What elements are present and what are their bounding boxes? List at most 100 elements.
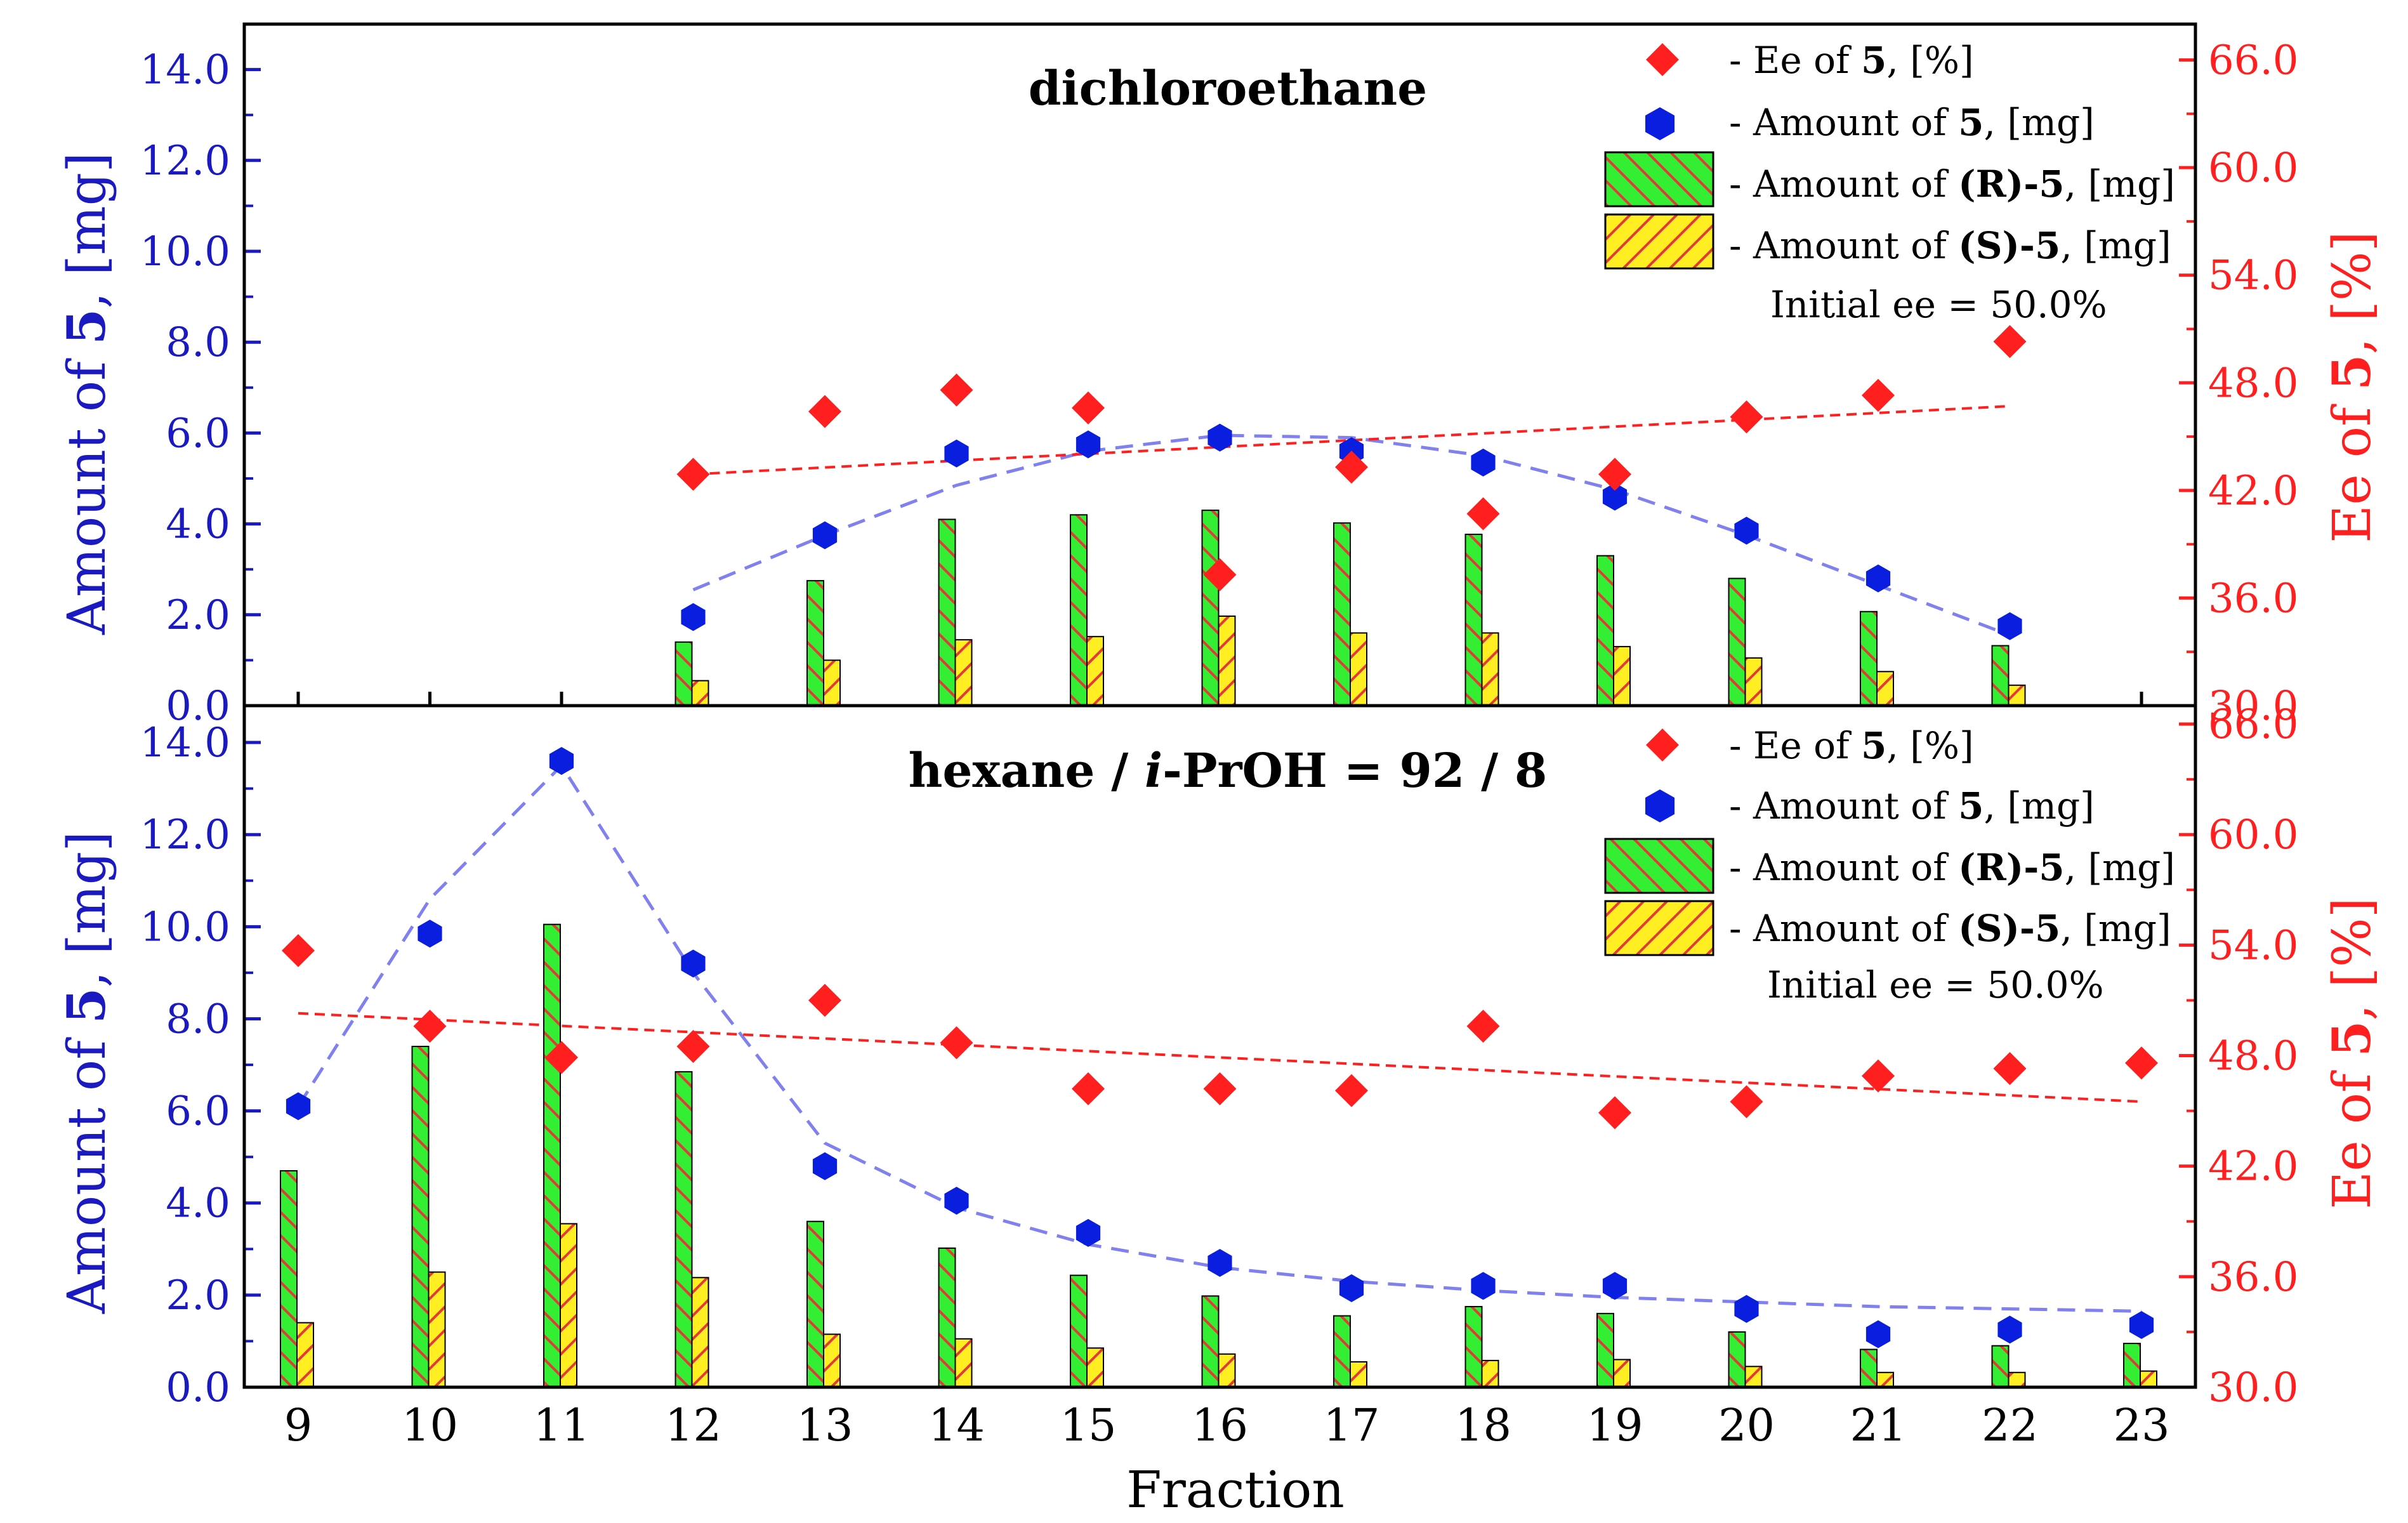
right-tick-label: 30.0 bbox=[2208, 1364, 2299, 1411]
amount-point bbox=[1602, 482, 1628, 511]
x-tick-label: 18 bbox=[1455, 1399, 1511, 1451]
bar-s-amount bbox=[1744, 657, 1763, 706]
legend-r-label: - Amount of (R)-5, [mg] bbox=[1729, 162, 2175, 206]
bar-s-amount bbox=[1086, 1347, 1104, 1388]
legend-r-swatch bbox=[1604, 838, 1714, 894]
bar-r-amount bbox=[806, 580, 824, 706]
amount-point bbox=[1865, 564, 1891, 593]
x-tick-label: 16 bbox=[1192, 1399, 1248, 1451]
amount-point bbox=[681, 949, 706, 978]
x-tick-label: 15 bbox=[1060, 1399, 1116, 1451]
bar-s-amount bbox=[954, 1338, 973, 1388]
right-tick-label: 30.0 bbox=[2208, 683, 2299, 730]
markers bbox=[676, 325, 2027, 640]
right-tick-label: 60.0 bbox=[2208, 812, 2299, 859]
ee-point bbox=[1993, 1052, 2027, 1085]
amount-point bbox=[1602, 1272, 1628, 1300]
x-tick-label: 22 bbox=[1982, 1399, 2038, 1451]
x-tick-label: 9 bbox=[284, 1399, 313, 1451]
ee-fit-line bbox=[298, 1012, 2142, 1104]
legend-amount-label: - Amount of 5, [mg] bbox=[1729, 101, 2095, 144]
bar-s-amount bbox=[1481, 1359, 1499, 1388]
ee-point bbox=[676, 458, 710, 491]
bar-r-amount bbox=[938, 1247, 956, 1388]
right-tick-label: 36.0 bbox=[2208, 575, 2299, 622]
axes-ticks: 0.0 2.0 4.0 6.0 8.0 10.0 12.0 14.0 30.0 36.0 42.0 4… bbox=[140, 23, 2299, 730]
fit-lines bbox=[296, 763, 2142, 1313]
ee-point bbox=[1862, 1059, 1895, 1093]
ee-point bbox=[1466, 1010, 1500, 1043]
bar-s-amount bbox=[1086, 636, 1104, 707]
bar-s-amount bbox=[2008, 684, 2026, 707]
x-tick-label: 12 bbox=[665, 1399, 721, 1451]
ee-point bbox=[1072, 391, 1105, 425]
x-tick-label: 17 bbox=[1323, 1399, 1379, 1451]
legend-ee-label: - Ee of 5, [%] bbox=[1729, 39, 1974, 82]
plot-frame bbox=[242, 704, 2197, 1389]
legend: - Ee of 5, [%] - Amount of 5, [mg] - Amo… bbox=[1604, 724, 2175, 1006]
bottom-left-axis-label: Amount of 5, [mg] bbox=[56, 831, 117, 1314]
left-tick-label: 0.0 bbox=[166, 1364, 230, 1411]
amount-point bbox=[1339, 1274, 1364, 1302]
top-right-axis-label: Ee of 5, [%] bbox=[2322, 231, 2383, 543]
ee-point bbox=[413, 1010, 447, 1043]
ee-point bbox=[1598, 458, 1631, 491]
amount-point bbox=[1207, 423, 1232, 452]
right-tick-label: 42.0 bbox=[2208, 1144, 2299, 1190]
legend-amount-label: - Amount of 5, [mg] bbox=[1729, 784, 2095, 827]
x-tick-label: 19 bbox=[1586, 1399, 1643, 1451]
amount-point bbox=[944, 439, 969, 468]
x-tick-label: 23 bbox=[2113, 1399, 2169, 1451]
left-tick-label: 14.0 bbox=[140, 47, 231, 94]
ee-point bbox=[1598, 1096, 1631, 1130]
ee-point bbox=[1730, 400, 1763, 433]
left-tick-label: 12.0 bbox=[140, 138, 231, 185]
bar-r-amount bbox=[1070, 1274, 1088, 1388]
bar-r-amount bbox=[938, 518, 956, 706]
amount-point bbox=[944, 1187, 969, 1215]
bar-r-amount bbox=[1860, 610, 1878, 707]
right-tick-label: 66.0 bbox=[2208, 37, 2299, 84]
ee-point bbox=[545, 1041, 578, 1074]
bar-r-amount bbox=[1201, 1295, 1220, 1388]
bar-s-amount bbox=[1876, 671, 1894, 707]
bar-r-amount bbox=[1596, 1312, 1614, 1388]
bar-s-amount bbox=[1613, 645, 1631, 706]
legend-s-label: - Amount of (S)-5, [mg] bbox=[1729, 907, 2171, 950]
right-tick-label: 48.0 bbox=[2208, 360, 2299, 407]
left-tick-label: 12.0 bbox=[140, 812, 231, 859]
bar-r-amount bbox=[1991, 1345, 2010, 1388]
bar-r-amount bbox=[411, 1046, 430, 1388]
panel-title: hexane / i-PrOH = 92 / 8 bbox=[909, 744, 1548, 798]
ee-point bbox=[1862, 379, 1895, 412]
ee-point bbox=[808, 984, 841, 1017]
right-tick-label: 66.0 bbox=[2208, 701, 2299, 748]
right-tick-label: 42.0 bbox=[2208, 468, 2299, 515]
left-tick-label: 6.0 bbox=[166, 1088, 230, 1135]
bar-s-amount bbox=[1744, 1366, 1763, 1388]
dichloroethane-panel: dichloroethane 0.0 2.0 4.0 6.0 8.0 10.0 12.0 14… bbox=[140, 22, 2299, 730]
bar-s-amount bbox=[560, 1223, 577, 1388]
bar-r-amount bbox=[674, 1071, 693, 1388]
bar-s-amount bbox=[691, 680, 709, 706]
bar-s-amount bbox=[428, 1271, 446, 1388]
ee-point bbox=[1203, 558, 1237, 591]
ee-point bbox=[1335, 451, 1368, 484]
bar-r-amount bbox=[806, 1220, 824, 1388]
amount-point bbox=[812, 521, 838, 550]
bar-s-amount bbox=[823, 659, 841, 707]
bar-r-amount bbox=[1728, 1331, 1746, 1388]
left-tick-label: 6.0 bbox=[166, 410, 230, 457]
amount-point bbox=[1076, 1218, 1101, 1247]
bar-r-amount bbox=[1464, 1306, 1483, 1388]
bar-s-amount bbox=[1350, 1361, 1367, 1388]
amount-point bbox=[1207, 1249, 1232, 1277]
left-tick-label: 4.0 bbox=[166, 501, 230, 548]
legend-amount-marker bbox=[1645, 789, 1674, 822]
ee-point bbox=[676, 1030, 710, 1063]
ee-point bbox=[1466, 497, 1500, 531]
amount-point bbox=[1076, 430, 1101, 459]
bar-r-amount bbox=[1991, 645, 2010, 706]
ee-point bbox=[940, 1026, 973, 1060]
